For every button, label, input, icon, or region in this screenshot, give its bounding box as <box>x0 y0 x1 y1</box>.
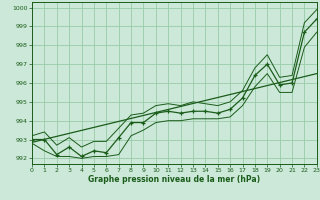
X-axis label: Graphe pression niveau de la mer (hPa): Graphe pression niveau de la mer (hPa) <box>88 175 260 184</box>
